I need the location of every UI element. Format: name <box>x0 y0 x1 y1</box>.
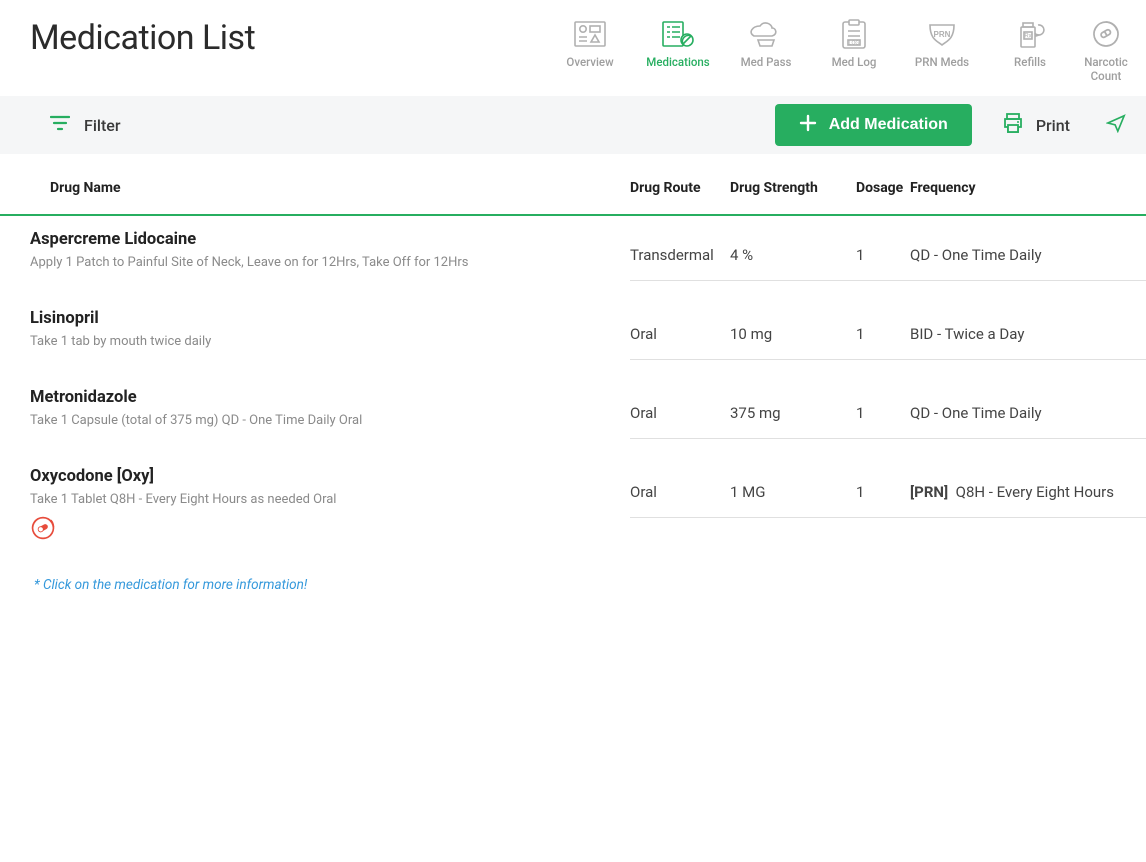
tab-medpass-label: Med Pass <box>741 56 792 70</box>
cell-dosage: 1 <box>856 483 910 501</box>
svg-text:LOG: LOG <box>849 41 860 47</box>
cell-route: Oral <box>630 404 730 422</box>
prnmeds-icon: PRN <box>924 18 960 50</box>
narcotic-badge-icon <box>30 515 630 545</box>
col-frequency: Frequency <box>910 180 1146 196</box>
cell-strength: 10 mg <box>730 325 856 343</box>
cell-drug: Lisinopril Take 1 tab by mouth twice dai… <box>30 309 630 349</box>
col-dosage: Dosage <box>856 180 910 196</box>
svg-text:Rx: Rx <box>1024 34 1031 40</box>
cell-frequency-text: Q8H - Every Eight Hours <box>956 483 1114 501</box>
tab-narcotic[interactable]: Narcotic Count <box>1074 18 1138 84</box>
cell-dosage: 1 <box>856 246 910 264</box>
cell-dosage: 1 <box>856 325 910 343</box>
cell-frequency: [PRN] Q8H - Every Eight Hours <box>910 483 1146 501</box>
tab-refills[interactable]: Rx Refills <box>986 18 1074 70</box>
refills-icon: Rx <box>1012 18 1048 50</box>
filter-label: Filter <box>84 116 121 135</box>
cell-route: Oral <box>630 325 730 343</box>
cell-rest: Oral 10 mg 1 BID - Twice a Day <box>630 309 1146 360</box>
print-icon <box>1002 112 1024 138</box>
tab-medpass[interactable]: Med Pass <box>722 18 810 70</box>
medlog-icon: LOG <box>836 18 872 50</box>
medication-table: Drug Name Drug Route Drug Strength Dosag… <box>0 154 1146 559</box>
tab-narcotic-label: Narcotic Count <box>1074 56 1138 84</box>
footnote: * Click on the medication for more infor… <box>0 559 1146 611</box>
cell-frequency: QD - One Time Daily <box>910 246 1146 264</box>
drug-instructions: Apply 1 Patch to Painful Site of Neck, L… <box>30 255 630 270</box>
cell-drug: Metronidazole Take 1 Capsule (total of 3… <box>30 388 630 428</box>
tab-medlog-label: Med Log <box>832 56 877 70</box>
page-title: Medication List <box>30 18 255 58</box>
filter-button[interactable]: Filter <box>50 115 121 135</box>
print-button[interactable]: Print <box>984 104 1088 146</box>
table-row[interactable]: Lisinopril Take 1 tab by mouth twice dai… <box>0 295 1146 374</box>
add-medication-label: Add Medication <box>829 116 948 134</box>
table-row[interactable]: Aspercreme Lidocaine Apply 1 Patch to Pa… <box>0 216 1146 295</box>
header-bar: Medication List Overview <box>0 0 1146 96</box>
cell-rest: Transdermal 4 % 1 QD - One Time Daily <box>630 230 1146 281</box>
cell-strength: 4 % <box>730 246 856 264</box>
tab-prnmeds[interactable]: PRN PRN Meds <box>898 18 986 70</box>
cell-rest: Oral 1 MG 1 [PRN] Q8H - Every Eight Hour… <box>630 467 1146 518</box>
nav-tabs: Overview Medications <box>546 18 1146 84</box>
tab-medlog[interactable]: LOG Med Log <box>810 18 898 70</box>
tab-overview-label: Overview <box>566 56 613 70</box>
cell-frequency: BID - Twice a Day <box>910 325 1146 343</box>
table-header: Drug Name Drug Route Drug Strength Dosag… <box>0 154 1146 216</box>
prn-tag: [PRN] <box>910 483 948 501</box>
medpass-icon <box>748 18 784 50</box>
send-icon[interactable] <box>1106 113 1126 137</box>
cell-drug: Aspercreme Lidocaine Apply 1 Patch to Pa… <box>30 230 630 270</box>
svg-text:PRN: PRN <box>934 30 951 39</box>
add-medication-button[interactable]: Add Medication <box>775 104 972 146</box>
cell-route: Transdermal <box>630 246 730 264</box>
col-drug-route: Drug Route <box>630 180 730 196</box>
drug-name: Aspercreme Lidocaine <box>30 230 630 249</box>
plus-icon <box>799 114 817 137</box>
cell-strength: 1 MG <box>730 483 856 501</box>
cell-dosage: 1 <box>856 404 910 422</box>
drug-name: Metronidazole <box>30 388 630 407</box>
tab-refills-label: Refills <box>1014 56 1046 70</box>
app-window: Medication List Overview <box>0 0 1146 862</box>
cell-rest: Oral 375 mg 1 QD - One Time Daily <box>630 388 1146 439</box>
medications-icon <box>660 18 696 50</box>
drug-instructions: Take 1 tab by mouth twice daily <box>30 334 630 349</box>
cell-strength: 375 mg <box>730 404 856 422</box>
tab-medications-label: Medications <box>646 56 709 70</box>
col-drug-strength: Drug Strength <box>730 180 856 196</box>
narcotic-icon <box>1088 18 1124 50</box>
drug-instructions: Take 1 Tablet Q8H - Every Eight Hours as… <box>30 492 630 507</box>
col-drug-name: Drug Name <box>50 180 630 196</box>
print-label: Print <box>1036 116 1070 135</box>
cell-drug: Oxycodone [Oxy] Take 1 Tablet Q8H - Ever… <box>30 467 630 545</box>
toolbar: Filter Add Medication Print <box>0 96 1146 154</box>
overview-icon <box>572 18 608 50</box>
drug-name: Lisinopril <box>30 309 630 328</box>
tab-overview[interactable]: Overview <box>546 18 634 70</box>
tab-medications[interactable]: Medications <box>634 18 722 70</box>
drug-name: Oxycodone [Oxy] <box>30 467 630 486</box>
filter-icon <box>50 115 70 135</box>
tab-prnmeds-label: PRN Meds <box>915 56 969 70</box>
cell-frequency: QD - One Time Daily <box>910 404 1146 422</box>
table-row[interactable]: Metronidazole Take 1 Capsule (total of 3… <box>0 374 1146 453</box>
drug-instructions: Take 1 Capsule (total of 375 mg) QD - On… <box>30 413 630 428</box>
cell-route: Oral <box>630 483 730 501</box>
table-row[interactable]: Oxycodone [Oxy] Take 1 Tablet Q8H - Ever… <box>0 453 1146 559</box>
